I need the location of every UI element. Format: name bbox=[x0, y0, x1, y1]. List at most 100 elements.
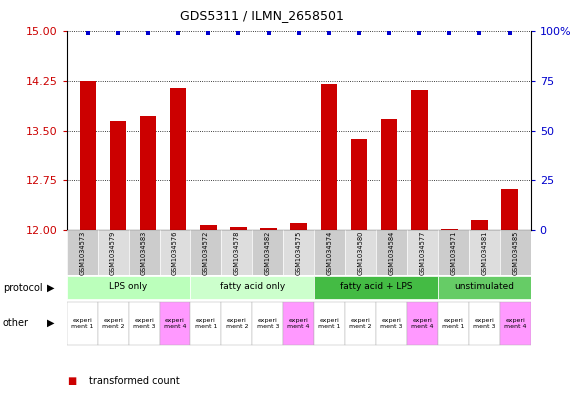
Text: experi
ment 3: experi ment 3 bbox=[473, 318, 495, 329]
FancyBboxPatch shape bbox=[252, 301, 283, 345]
Text: GSM1034576: GSM1034576 bbox=[172, 230, 178, 275]
FancyBboxPatch shape bbox=[500, 301, 531, 345]
FancyBboxPatch shape bbox=[222, 230, 252, 275]
FancyBboxPatch shape bbox=[190, 230, 222, 275]
Point bbox=[143, 30, 153, 37]
Text: GSM1034582: GSM1034582 bbox=[264, 230, 271, 275]
Text: GSM1034581: GSM1034581 bbox=[481, 230, 487, 275]
FancyBboxPatch shape bbox=[283, 301, 314, 345]
FancyBboxPatch shape bbox=[97, 301, 129, 345]
Bar bbox=[381, 119, 397, 230]
Text: GSM1034578: GSM1034578 bbox=[234, 230, 240, 275]
Bar bbox=[140, 116, 157, 230]
Text: GSM1034583: GSM1034583 bbox=[141, 230, 147, 275]
Point bbox=[475, 30, 484, 37]
Text: GSM1034584: GSM1034584 bbox=[389, 230, 394, 275]
FancyBboxPatch shape bbox=[314, 230, 345, 275]
Text: ■: ■ bbox=[67, 376, 76, 386]
Text: GSM1034577: GSM1034577 bbox=[419, 230, 426, 275]
Text: protocol: protocol bbox=[3, 283, 42, 293]
Bar bbox=[260, 228, 277, 230]
FancyBboxPatch shape bbox=[190, 301, 222, 345]
FancyBboxPatch shape bbox=[500, 230, 531, 275]
Point bbox=[505, 30, 514, 37]
FancyBboxPatch shape bbox=[438, 230, 469, 275]
Bar bbox=[411, 90, 427, 230]
FancyBboxPatch shape bbox=[67, 301, 97, 345]
Text: experi
ment 1: experi ment 1 bbox=[71, 318, 93, 329]
Bar bbox=[471, 220, 488, 230]
Bar bbox=[79, 81, 96, 230]
Text: experi
ment 3: experi ment 3 bbox=[380, 318, 403, 329]
FancyBboxPatch shape bbox=[252, 230, 283, 275]
FancyBboxPatch shape bbox=[314, 301, 345, 345]
FancyBboxPatch shape bbox=[469, 301, 500, 345]
Point bbox=[385, 30, 394, 37]
Bar bbox=[170, 88, 186, 230]
Text: GSM1034585: GSM1034585 bbox=[512, 230, 519, 275]
Bar bbox=[230, 227, 246, 230]
Text: fatty acid + LPS: fatty acid + LPS bbox=[340, 282, 412, 291]
FancyBboxPatch shape bbox=[345, 230, 376, 275]
Text: GSM1034572: GSM1034572 bbox=[203, 230, 209, 275]
FancyBboxPatch shape bbox=[222, 301, 252, 345]
FancyBboxPatch shape bbox=[407, 301, 438, 345]
FancyBboxPatch shape bbox=[67, 230, 97, 275]
FancyBboxPatch shape bbox=[67, 276, 190, 299]
FancyBboxPatch shape bbox=[345, 301, 376, 345]
Text: experi
ment 2: experi ment 2 bbox=[102, 318, 124, 329]
FancyBboxPatch shape bbox=[469, 230, 500, 275]
Point bbox=[204, 30, 213, 37]
Text: GSM1034580: GSM1034580 bbox=[357, 230, 364, 275]
Bar bbox=[321, 84, 337, 230]
Text: experi
ment 4: experi ment 4 bbox=[504, 318, 527, 329]
Text: ▶: ▶ bbox=[48, 283, 55, 293]
Text: LPS only: LPS only bbox=[110, 282, 148, 291]
Point bbox=[445, 30, 454, 37]
FancyBboxPatch shape bbox=[190, 276, 314, 299]
Point bbox=[354, 30, 364, 37]
FancyBboxPatch shape bbox=[438, 301, 469, 345]
Text: GSM1034573: GSM1034573 bbox=[79, 230, 85, 275]
Text: experi
ment 3: experi ment 3 bbox=[256, 318, 279, 329]
Bar bbox=[291, 222, 307, 230]
Text: experi
ment 2: experi ment 2 bbox=[349, 318, 372, 329]
Text: GSM1034571: GSM1034571 bbox=[450, 230, 456, 275]
Text: transformed count: transformed count bbox=[89, 376, 179, 386]
FancyBboxPatch shape bbox=[376, 301, 407, 345]
Bar bbox=[441, 229, 458, 230]
Text: ▶: ▶ bbox=[48, 318, 55, 328]
Bar bbox=[351, 139, 367, 230]
Text: unstimulated: unstimulated bbox=[454, 282, 514, 291]
Text: fatty acid only: fatty acid only bbox=[220, 282, 285, 291]
Bar bbox=[110, 121, 126, 230]
FancyBboxPatch shape bbox=[407, 230, 438, 275]
FancyBboxPatch shape bbox=[129, 301, 160, 345]
Text: experi
ment 3: experi ment 3 bbox=[133, 318, 155, 329]
Text: GSM1034579: GSM1034579 bbox=[110, 230, 116, 275]
Bar bbox=[501, 189, 518, 230]
Text: experi
ment 2: experi ment 2 bbox=[226, 318, 248, 329]
Point bbox=[324, 30, 334, 37]
Point bbox=[83, 30, 92, 37]
Text: experi
ment 1: experi ment 1 bbox=[195, 318, 217, 329]
Point bbox=[234, 30, 243, 37]
Text: experi
ment 1: experi ment 1 bbox=[442, 318, 465, 329]
Text: experi
ment 4: experi ment 4 bbox=[411, 318, 434, 329]
FancyBboxPatch shape bbox=[314, 276, 438, 299]
FancyBboxPatch shape bbox=[283, 230, 314, 275]
Bar bbox=[200, 225, 216, 230]
Text: other: other bbox=[3, 318, 29, 328]
FancyBboxPatch shape bbox=[376, 230, 407, 275]
FancyBboxPatch shape bbox=[438, 276, 531, 299]
Text: experi
ment 4: experi ment 4 bbox=[288, 318, 310, 329]
Point bbox=[173, 30, 183, 37]
FancyBboxPatch shape bbox=[160, 230, 190, 275]
Text: experi
ment 1: experi ment 1 bbox=[318, 318, 341, 329]
Point bbox=[294, 30, 303, 37]
Point bbox=[415, 30, 424, 37]
FancyBboxPatch shape bbox=[160, 301, 190, 345]
Point bbox=[264, 30, 273, 37]
Text: experi
ment 4: experi ment 4 bbox=[164, 318, 186, 329]
Text: GSM1034575: GSM1034575 bbox=[296, 230, 302, 275]
